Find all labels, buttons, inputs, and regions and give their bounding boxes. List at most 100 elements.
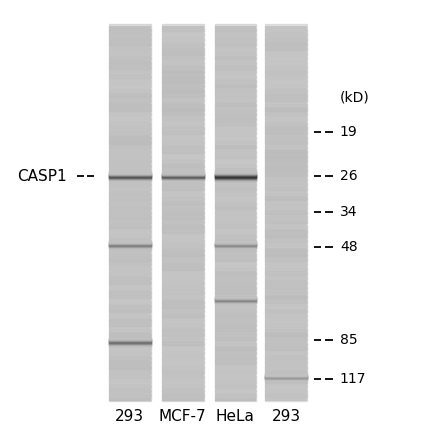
- Bar: [109, 118, 151, 125]
- Bar: [215, 263, 257, 270]
- Bar: [215, 273, 257, 280]
- Bar: [265, 62, 307, 69]
- Bar: [215, 183, 257, 191]
- Bar: [162, 263, 203, 270]
- Bar: [265, 389, 307, 396]
- Bar: [109, 235, 151, 242]
- Bar: [109, 216, 151, 223]
- Bar: [109, 324, 151, 331]
- Bar: [109, 132, 151, 139]
- Bar: [265, 263, 307, 270]
- Bar: [215, 254, 257, 261]
- Bar: [162, 296, 203, 303]
- Bar: [265, 338, 307, 345]
- Bar: [215, 108, 257, 116]
- Bar: [162, 141, 203, 148]
- Bar: [215, 226, 257, 233]
- Bar: [265, 188, 307, 195]
- Bar: [109, 113, 151, 120]
- Bar: [109, 389, 151, 396]
- Bar: [265, 380, 307, 387]
- Bar: [265, 273, 307, 280]
- Bar: [215, 160, 257, 167]
- Bar: [215, 249, 257, 256]
- Bar: [215, 394, 257, 401]
- Bar: [162, 108, 203, 116]
- Bar: [109, 291, 151, 298]
- Bar: [215, 366, 257, 373]
- Bar: [215, 174, 257, 181]
- Bar: [162, 305, 203, 312]
- Bar: [215, 104, 257, 111]
- Bar: [162, 174, 203, 181]
- Bar: [109, 76, 151, 83]
- Bar: [162, 319, 203, 326]
- Bar: [215, 258, 257, 265]
- Bar: [109, 239, 151, 247]
- Bar: [265, 385, 307, 392]
- Bar: [265, 146, 307, 153]
- Bar: [215, 301, 257, 308]
- Bar: [265, 52, 307, 59]
- Bar: [162, 226, 203, 233]
- Bar: [109, 371, 151, 378]
- Bar: [265, 38, 307, 45]
- Bar: [215, 352, 257, 359]
- Bar: [109, 38, 151, 45]
- Bar: [109, 343, 151, 350]
- Bar: [109, 230, 151, 237]
- Bar: [215, 188, 257, 195]
- Bar: [215, 57, 257, 64]
- Bar: [215, 172, 257, 173]
- Bar: [265, 291, 307, 298]
- Bar: [265, 310, 307, 317]
- Bar: [109, 94, 151, 101]
- Bar: [162, 301, 203, 308]
- Bar: [215, 24, 257, 31]
- Bar: [109, 366, 151, 373]
- Bar: [265, 324, 307, 331]
- Bar: [162, 132, 203, 139]
- Bar: [215, 175, 257, 176]
- Bar: [265, 94, 307, 101]
- Bar: [109, 174, 151, 181]
- Text: (kD): (kD): [340, 90, 370, 104]
- Bar: [265, 155, 307, 162]
- Bar: [265, 71, 307, 78]
- Bar: [109, 301, 151, 308]
- Text: 117: 117: [340, 372, 367, 386]
- Bar: [162, 99, 203, 106]
- Bar: [265, 164, 307, 172]
- Bar: [215, 202, 257, 209]
- Bar: [265, 371, 307, 378]
- Bar: [109, 212, 151, 219]
- Bar: [162, 258, 203, 265]
- Bar: [215, 173, 257, 174]
- Bar: [162, 324, 203, 331]
- Bar: [265, 244, 307, 251]
- Text: 85: 85: [340, 333, 358, 347]
- Bar: [215, 338, 257, 345]
- Bar: [265, 43, 307, 50]
- Bar: [215, 212, 257, 219]
- Bar: [109, 357, 151, 364]
- Bar: [109, 160, 151, 167]
- Bar: [109, 179, 151, 186]
- Bar: [265, 90, 307, 97]
- Bar: [109, 188, 151, 195]
- Bar: [162, 48, 203, 55]
- Bar: [265, 123, 307, 130]
- Bar: [265, 254, 307, 261]
- Bar: [265, 198, 307, 205]
- Bar: [162, 268, 203, 275]
- Bar: [215, 216, 257, 223]
- Bar: [109, 169, 151, 176]
- Bar: [109, 34, 151, 41]
- Bar: [265, 108, 307, 116]
- Bar: [215, 132, 257, 139]
- Bar: [265, 160, 307, 167]
- Bar: [215, 34, 257, 41]
- Bar: [162, 343, 203, 350]
- Bar: [215, 177, 257, 178]
- Text: HeLa: HeLa: [216, 409, 255, 424]
